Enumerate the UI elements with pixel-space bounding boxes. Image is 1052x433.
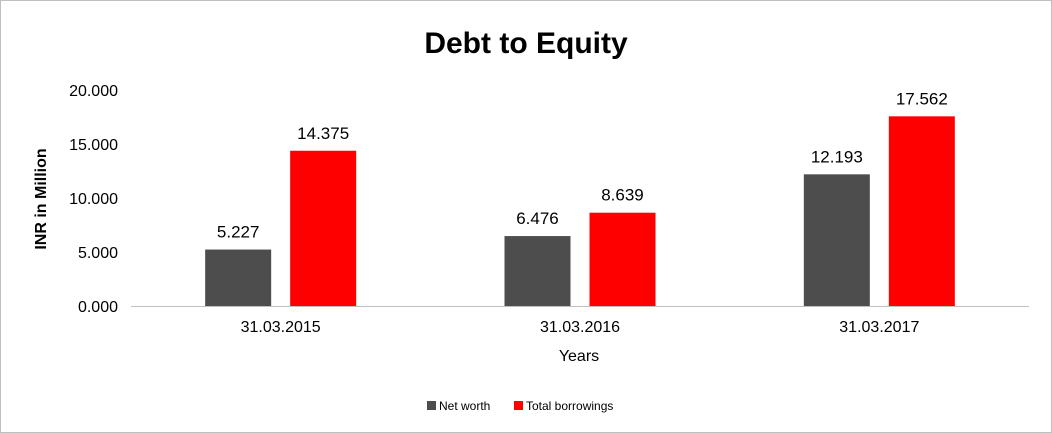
- chart-title: Debt to Equity: [424, 27, 628, 60]
- y-tick-label: 0.000: [78, 299, 118, 316]
- x-tick-label: 31.03.2017: [839, 319, 919, 336]
- legend-swatch: [514, 401, 523, 410]
- y-tick-label: 5.000: [78, 245, 118, 262]
- bar: [803, 174, 870, 306]
- y-tick-label: 15.000: [69, 137, 118, 154]
- legend-label: Net worth: [439, 399, 490, 413]
- x-tick-label: 31.03.2016: [540, 319, 620, 336]
- legend-label: Total borrowings: [526, 399, 613, 413]
- bar: [589, 212, 656, 306]
- y-tick-label: 20.000: [69, 83, 118, 100]
- bar: [888, 116, 955, 306]
- y-tick-label: 10.000: [69, 191, 118, 208]
- data-label: 12.193: [811, 147, 863, 166]
- data-label: 14.375: [297, 124, 349, 143]
- y-axis-title: INR in Million: [33, 148, 50, 249]
- bars: 5.227 14.375 6.476 8.639 12.193 17.562: [205, 89, 955, 306]
- y-axis-ticks: 0.000 5.000 10.000 15.000 20.000: [69, 83, 118, 316]
- legend: Net worth Total borrowings: [427, 399, 613, 413]
- data-label: 8.639: [601, 186, 644, 205]
- legend-swatch: [427, 401, 436, 410]
- bar: [205, 249, 272, 306]
- data-label: 17.562: [896, 89, 948, 108]
- x-axis-title: Years: [559, 348, 599, 365]
- data-label: 6.476: [516, 209, 559, 228]
- bar: [290, 150, 357, 306]
- x-tick-label: 31.03.2015: [241, 319, 321, 336]
- x-axis-ticks: 31.03.2015 31.03.2016 31.03.2017: [241, 319, 920, 336]
- bar: [504, 236, 571, 306]
- data-label: 5.227: [217, 223, 260, 242]
